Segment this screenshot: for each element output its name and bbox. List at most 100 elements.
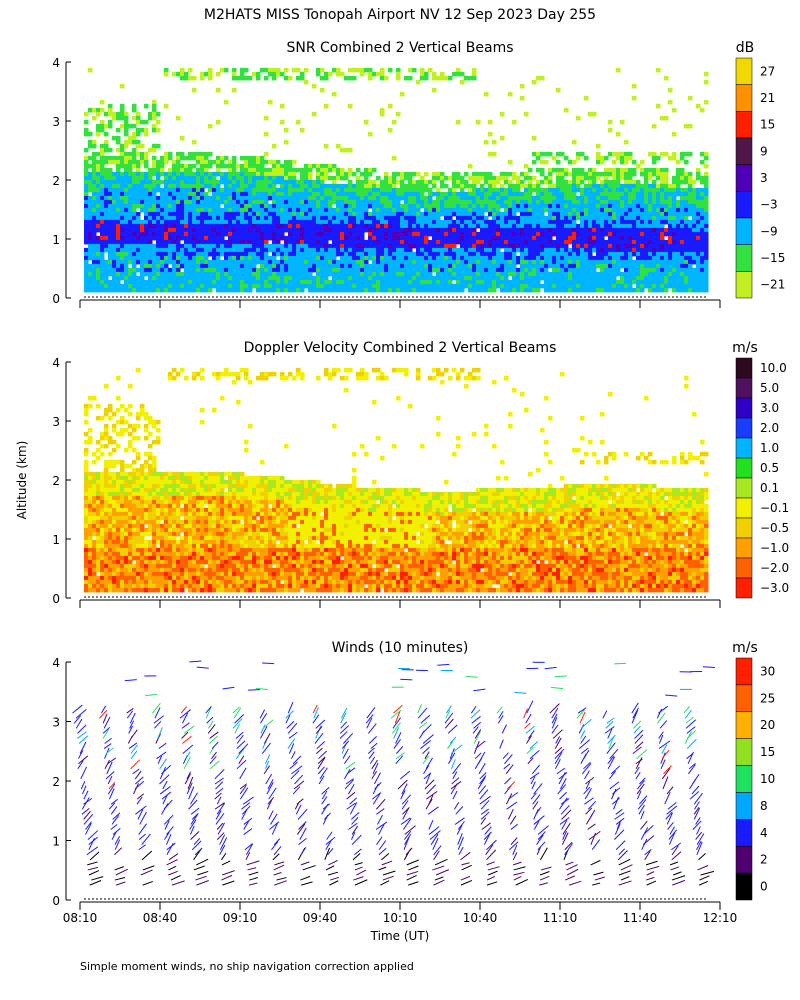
snr-cell <box>432 215 437 221</box>
snr-cell <box>532 259 537 265</box>
snr-cell <box>320 195 325 201</box>
snr-cell <box>308 267 313 273</box>
snr-cell <box>640 283 645 289</box>
snr-cell <box>368 231 373 237</box>
snr-cell <box>124 139 129 145</box>
snr-cell <box>444 279 449 285</box>
snr-cell <box>428 239 433 245</box>
snr-cell <box>472 195 477 201</box>
snr-cell <box>692 267 697 273</box>
snr-cell <box>656 171 661 177</box>
snr-cell <box>504 231 509 237</box>
snr-cell <box>648 259 653 265</box>
snr-cell <box>164 235 169 241</box>
snr-cell <box>568 259 573 265</box>
snr-cell <box>496 283 501 289</box>
snr-cell <box>528 187 533 193</box>
snr-cell <box>136 199 141 205</box>
snr-cell <box>340 211 345 217</box>
snr-cell <box>400 243 405 249</box>
snr-cell <box>616 155 621 161</box>
snr-cell <box>224 211 229 217</box>
snr-cell <box>240 195 245 201</box>
snr-cell <box>596 235 601 241</box>
snr-cell <box>152 143 157 149</box>
snr-cell <box>132 287 137 293</box>
snr-cell <box>596 211 601 217</box>
snr-cell <box>184 263 189 269</box>
snr-cell <box>420 275 425 281</box>
snr-cell <box>144 259 149 265</box>
snr-cell <box>272 171 277 177</box>
snr-cell <box>608 171 613 177</box>
snr-cell <box>152 279 157 285</box>
snr-cell <box>220 287 225 293</box>
snr-cell <box>604 251 609 257</box>
snr-cell <box>192 259 197 265</box>
snr-cell <box>116 211 121 217</box>
snr-cell <box>252 215 257 221</box>
snr-cell <box>276 163 281 169</box>
snr-cell <box>384 263 389 269</box>
snr-cell <box>628 275 633 281</box>
snr-cell <box>280 211 285 217</box>
snr-cell <box>316 263 321 269</box>
snr-cell <box>520 215 525 221</box>
snr-cell <box>312 283 317 289</box>
snr-cell <box>560 215 565 221</box>
snr-cell <box>600 263 605 269</box>
snr-cell <box>352 283 357 289</box>
snr-cell <box>368 67 373 73</box>
snr-cell <box>496 231 501 237</box>
snr-cell <box>360 255 365 261</box>
snr-cell <box>244 171 249 177</box>
snr-cell <box>160 287 165 293</box>
snr-cell <box>148 167 153 173</box>
snr-cell <box>268 215 273 221</box>
snr-cell <box>220 171 225 177</box>
snr-cell <box>604 287 609 293</box>
snr-cell <box>632 171 637 177</box>
snr-cell <box>116 247 121 253</box>
snr-cell <box>152 183 157 189</box>
snr-cell <box>332 175 337 181</box>
snr-cell <box>652 235 657 241</box>
snr-cell <box>400 203 405 209</box>
snr-cell <box>236 279 241 285</box>
snr-cell <box>620 279 625 285</box>
snr-cell <box>148 255 153 261</box>
snr-cell <box>88 279 93 285</box>
snr-cell <box>260 271 265 277</box>
snr-cell <box>520 287 525 293</box>
snr-cell <box>188 179 193 185</box>
snr-cell <box>476 215 481 221</box>
snr-cell <box>504 211 509 217</box>
snr-cell <box>156 267 161 273</box>
snr-cell <box>500 267 505 273</box>
snr-cell <box>420 215 425 221</box>
snr-cell <box>396 203 401 209</box>
snr-cell <box>392 179 397 185</box>
snr-cell <box>668 227 673 233</box>
snr-cell <box>292 219 297 225</box>
snr-cell <box>392 199 397 205</box>
snr-cell <box>464 215 469 221</box>
snr-cell <box>588 231 593 237</box>
snr-cell <box>672 279 677 285</box>
snr-cell <box>192 267 197 273</box>
snr-cell <box>488 195 493 201</box>
snr-cell <box>176 239 181 245</box>
snr-cell <box>412 263 417 269</box>
snr-cell <box>528 259 533 265</box>
snr-cell <box>248 287 253 293</box>
snr-cell <box>544 215 549 221</box>
snr-cell <box>116 199 121 205</box>
snr-cell <box>212 195 217 201</box>
snr-cell <box>588 227 593 233</box>
snr-cell <box>556 171 561 177</box>
snr-cell <box>596 219 601 225</box>
snr-cell <box>608 287 613 293</box>
snr-cell <box>440 259 445 265</box>
snr-cell <box>236 203 241 209</box>
snr-cell <box>620 287 625 293</box>
